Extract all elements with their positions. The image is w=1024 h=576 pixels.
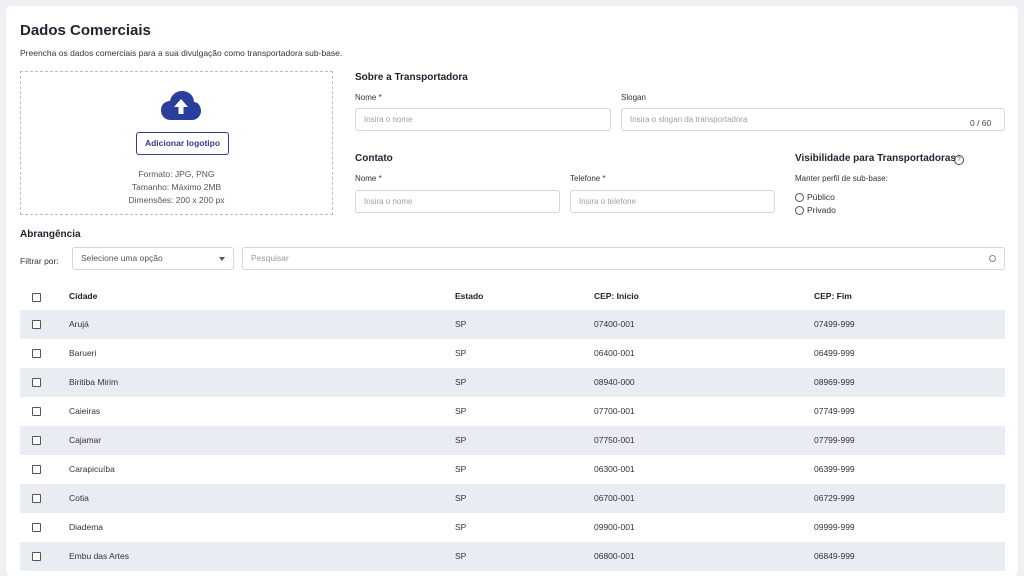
cloud-upload-icon [161, 91, 201, 120]
table-row[interactable]: Embu das Artes SP 06800-001 06849-999 [20, 542, 1005, 571]
state-cell: SP [455, 406, 467, 416]
state-cell: SP [455, 493, 467, 503]
row-checkbox[interactable] [32, 552, 41, 561]
cep-end-cell: 08969-999 [814, 377, 855, 387]
table-header: Cidade Estado CEP: Início CEP: Fim [20, 282, 1005, 310]
cep-start-cell: 09900-001 [594, 522, 635, 532]
search-input[interactable]: Pesquisar [242, 247, 1005, 270]
table-row[interactable]: Barueri SP 06400-001 06499-999 [20, 339, 1005, 368]
row-checkbox[interactable] [32, 465, 41, 474]
radio-private-label: Privado [807, 205, 836, 215]
cep-end-cell: 07799-999 [814, 435, 855, 445]
cep-start-cell: 06400-001 [594, 348, 635, 358]
state-cell: SP [455, 464, 467, 474]
coverage-table: Cidade Estado CEP: Início CEP: Fim Arujá… [20, 282, 1005, 571]
about-name-label: Nome * [355, 93, 382, 102]
radio-circle-icon[interactable] [795, 192, 804, 202]
city-cell: Diadema [69, 522, 104, 532]
row-checkbox[interactable] [32, 349, 41, 358]
state-cell: SP [455, 435, 467, 445]
cep-start-cell: 06800-001 [594, 551, 635, 561]
dimensions-info: Dimensões: 200 x 200 px [128, 195, 225, 205]
cep-start-cell: 07750-001 [594, 435, 635, 445]
cep-end-cell: 06849-999 [814, 551, 855, 561]
slogan-label: Slogan [621, 93, 646, 102]
city-cell: Biritiba Mirim [69, 377, 119, 387]
search-placeholder: Pesquisar [251, 253, 289, 263]
page-title: Dados Comerciais [20, 22, 151, 39]
row-checkbox[interactable] [32, 378, 41, 387]
size-info: Tamanho: Máximo 2MB [131, 182, 222, 192]
cep-start-cell: 08940-000 [594, 377, 635, 387]
city-cell: Arujá [69, 319, 89, 329]
city-cell: Carapicuíba [69, 464, 115, 474]
column-header-cep-start: CEP: Início [594, 291, 639, 301]
visibility-question: Manter perfil de sub-base: [795, 174, 888, 183]
cep-end-cell: 06729-999 [814, 493, 855, 503]
phone-input[interactable] [570, 190, 775, 213]
column-header-state: Estado [455, 291, 484, 301]
table-row[interactable]: Biritiba Mirim SP 08940-000 08969-999 [20, 368, 1005, 397]
table-row[interactable]: Cajamar SP 07750-001 07799-999 [20, 426, 1005, 455]
table-body: Arujá SP 07400-001 07499-999 Barueri SP 06400-… [20, 310, 1005, 571]
row-checkbox[interactable] [32, 523, 41, 532]
select-all-checkbox[interactable] [32, 293, 41, 302]
filter-label: Filtrar por: [20, 256, 59, 266]
cep-end-cell: 07499-999 [814, 319, 855, 329]
about-name-input[interactable] [355, 108, 611, 131]
page-subtitle: Preencha os dados comerciais para a sua … [20, 48, 343, 58]
cep-end-cell: 06499-999 [814, 348, 855, 358]
row-checkbox[interactable] [32, 436, 41, 445]
filter-select-value: Selecione uma opção [81, 253, 163, 263]
city-cell: Barueri [69, 348, 97, 358]
chevron-down-icon [219, 257, 225, 261]
cep-end-cell: 06399-999 [814, 464, 855, 474]
city-cell: Caieiras [69, 406, 101, 416]
contact-name-input[interactable] [355, 190, 560, 213]
search-icon [989, 255, 996, 262]
slogan-input[interactable] [621, 108, 1005, 131]
column-header-city: Cidade [69, 291, 98, 301]
main-card: Dados Comerciais Preencha os dados comer… [6, 6, 1018, 576]
contact-name-label: Nome * [355, 174, 382, 183]
table-row[interactable]: Cotia SP 06700-001 06729-999 [20, 484, 1005, 513]
format-info: Formato: JPG, PNG [138, 169, 215, 179]
slogan-counter: 0 / 60 [970, 118, 992, 128]
state-cell: SP [455, 348, 467, 358]
radio-public[interactable]: Público [795, 192, 835, 202]
city-cell: Cotia [69, 493, 89, 503]
city-cell: Embu das Artes [69, 551, 130, 561]
table-row[interactable]: Carapicuíba SP 06300-001 06399-999 [20, 455, 1005, 484]
row-checkbox[interactable] [32, 407, 41, 416]
table-row[interactable]: Arujá SP 07400-001 07499-999 [20, 310, 1005, 339]
city-cell: Cajamar [69, 435, 102, 445]
table-row[interactable]: Caieiras SP 07700-001 07749-999 [20, 397, 1005, 426]
state-cell: SP [455, 377, 467, 387]
state-cell: SP [455, 551, 467, 561]
filter-select[interactable]: Selecione uma opção [72, 247, 234, 270]
cep-end-cell: 09999-999 [814, 522, 855, 532]
coverage-section-title: Abrangência [20, 229, 81, 240]
contact-section-title: Contato [355, 153, 393, 164]
row-checkbox[interactable] [32, 494, 41, 503]
add-logo-button[interactable]: Adicionar logotipo [136, 132, 229, 155]
cep-start-cell: 06300-001 [594, 464, 635, 474]
cep-start-cell: 07700-001 [594, 406, 635, 416]
state-cell: SP [455, 522, 467, 532]
help-circle-icon[interactable]: ? [954, 155, 964, 165]
cep-end-cell: 07749-999 [814, 406, 855, 416]
radio-circle-icon[interactable] [795, 205, 804, 215]
about-section-title: Sobre a Transportadora [355, 72, 468, 83]
visibility-section-title: Visibilidade para Transportadoras [795, 153, 956, 164]
phone-label: Telefone * [570, 174, 606, 183]
logo-upload-area[interactable]: Adicionar logotipo Formato: JPG, PNG Tam… [20, 71, 333, 215]
state-cell: SP [455, 319, 467, 329]
row-checkbox[interactable] [32, 320, 41, 329]
radio-public-label: Público [807, 192, 835, 202]
cep-start-cell: 06700-001 [594, 493, 635, 503]
cep-start-cell: 07400-001 [594, 319, 635, 329]
table-row[interactable]: Diadema SP 09900-001 09999-999 [20, 513, 1005, 542]
radio-private[interactable]: Privado [795, 205, 836, 215]
column-header-cep-end: CEP: Fim [814, 291, 852, 301]
